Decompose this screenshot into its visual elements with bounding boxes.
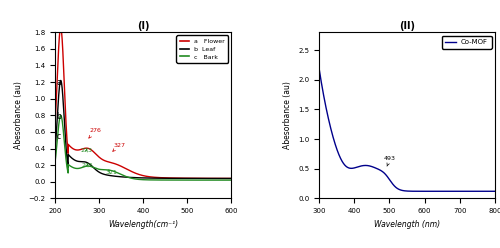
Text: 276: 276: [89, 128, 101, 138]
Co-MOF: [454, 190, 460, 193]
Co-MOF: [491, 190, 497, 193]
Text: 275: 275: [82, 163, 94, 168]
Co-MOF: [325, 115, 331, 118]
Title: (I): (I): [137, 22, 149, 31]
X-axis label: Wavelength(cm⁻¹): Wavelength(cm⁻¹): [108, 220, 178, 229]
Co-MOF: [487, 190, 493, 193]
Text: c: c: [56, 132, 60, 141]
Text: 321: 321: [106, 170, 118, 175]
Co-MOF: [316, 66, 322, 69]
Co-MOF: [402, 189, 407, 192]
Legend: a   Flower, b  Leaf, c   Bark: a Flower, b Leaf, c Bark: [176, 35, 228, 63]
Y-axis label: Abesorbance (au): Abesorbance (au): [284, 81, 292, 149]
Text: b: b: [56, 113, 61, 122]
Line: Co-MOF: Co-MOF: [319, 68, 495, 191]
Legend: Co-MOF: Co-MOF: [442, 36, 492, 49]
Y-axis label: Abesorbance (au): Abesorbance (au): [14, 81, 22, 149]
Text: 493: 493: [384, 156, 396, 166]
Co-MOF: [492, 190, 498, 193]
Co-MOF: [487, 190, 493, 193]
Title: (II): (II): [399, 22, 415, 31]
X-axis label: Wavelength (nm): Wavelength (nm): [374, 220, 440, 229]
Co-MOF: [397, 188, 403, 191]
Text: 327: 327: [113, 143, 125, 151]
Text: a: a: [56, 78, 61, 87]
Text: 273: 273: [80, 148, 92, 153]
